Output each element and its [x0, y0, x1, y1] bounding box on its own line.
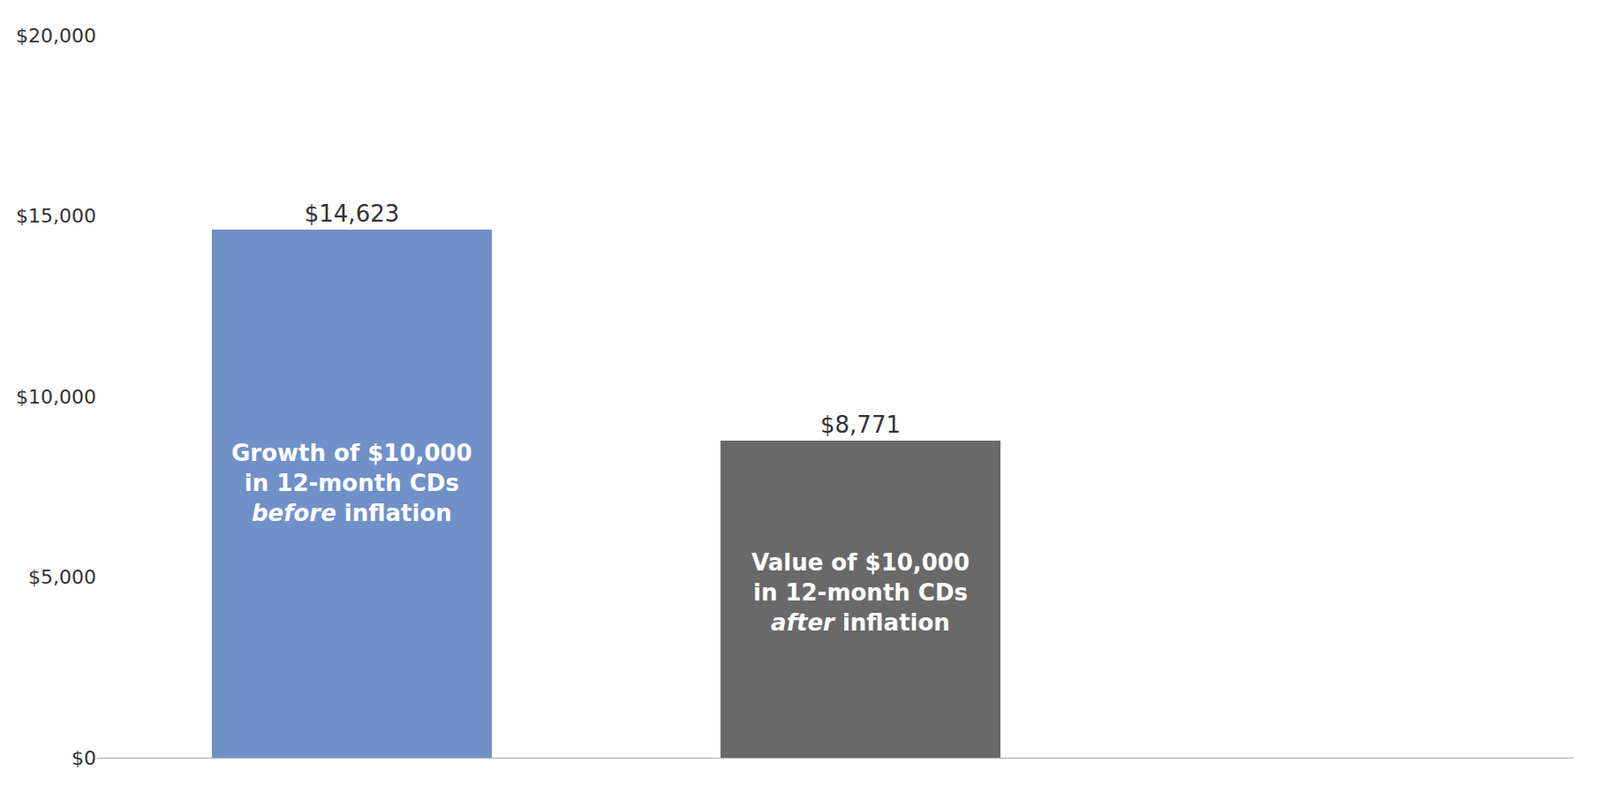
svg-text:$20,000: $20,000: [15, 24, 97, 47]
svg-text:$5,000: $5,000: [28, 566, 97, 589]
svg-text:$14,623: $14,623: [304, 200, 400, 227]
svg-text:$8,771: $8,771: [820, 411, 901, 438]
svg-text:Growth of $10,000in 12-month C: Growth of $10,000in 12-month CDsbefore i…: [231, 439, 473, 527]
svg-text:$10,000: $10,000: [15, 385, 97, 408]
svg-text:Value of $10,000in 12-month CD: Value of $10,000in 12-month CDsafter inf…: [751, 549, 970, 636]
svg-text:$15,000: $15,000: [15, 204, 97, 227]
svg-text:$0: $0: [71, 747, 97, 770]
